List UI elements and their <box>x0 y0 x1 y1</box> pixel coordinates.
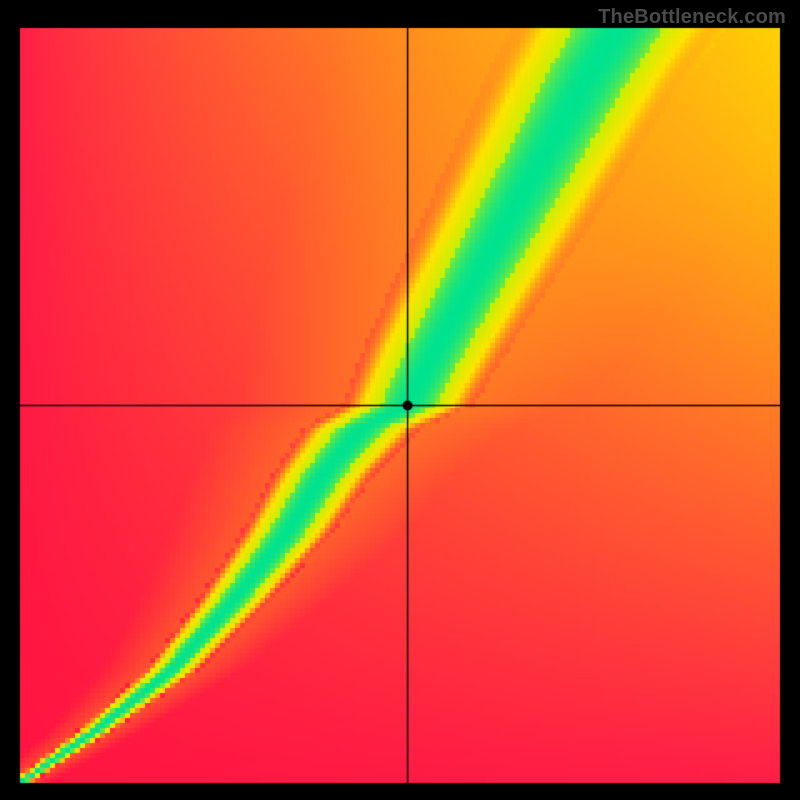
bottleneck-heatmap: TheBottleneck.com <box>0 0 800 800</box>
heatmap-canvas <box>0 0 800 800</box>
watermark-label: TheBottleneck.com <box>598 6 786 29</box>
